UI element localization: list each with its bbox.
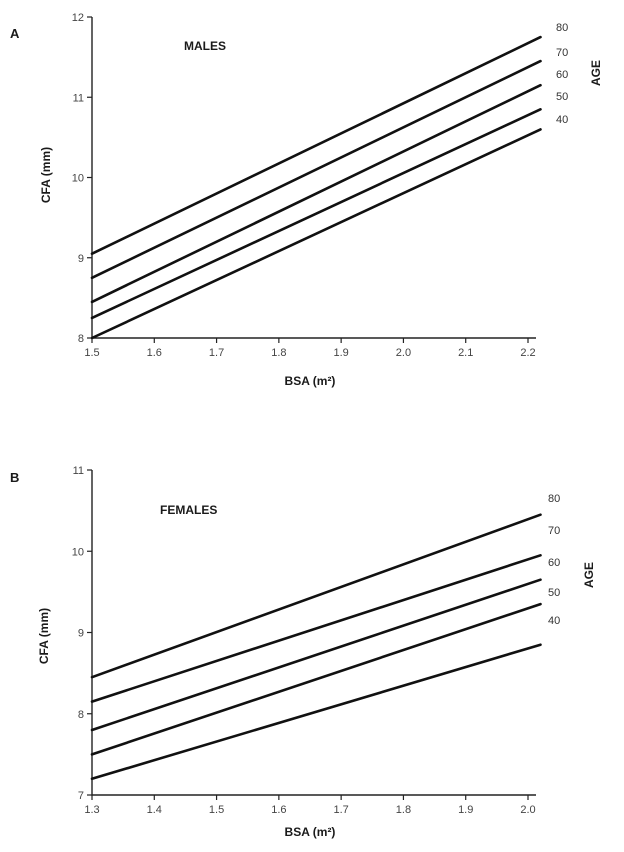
panel-a-group-label: MALES [184,39,226,53]
panel-b-x-tick-label: 1.6 [271,804,286,816]
panel-b-y-tick-label: 10 [72,546,84,558]
panel-a-males: A MALES BSA (m²) CFA (mm) AGE 1.5 1.6 1.7 1… [10,12,603,388]
panel-b-x-tick-label: 1.5 [209,804,224,816]
panel-a-age-label-60: 60 [556,69,568,81]
panel-a-y-tick-label: 12 [72,12,84,24]
panel-b-y-ticks: 7 8 9 10 11 [72,465,92,802]
panel-a-series-age-50 [90,108,542,320]
panel-b-series-age-40 [90,643,542,781]
panel-a-y-tick-label: 9 [78,253,84,265]
panel-a-series-age-80 [90,35,542,255]
panel-a-legend-title: AGE [589,60,603,86]
panel-a-y-tick-label: 8 [78,333,84,345]
panel-b-age-label-70: 70 [548,525,560,537]
panel-b-x-axis-label: BSA (m²) [285,825,336,839]
panel-a-age-label-50: 50 [556,91,568,103]
panel-b-age-label-50: 50 [548,587,560,599]
panel-b-group-label: FEMALES [160,503,217,517]
panel-a-age-labels: 80 70 60 50 40 [556,22,568,126]
panel-a-x-ticks: 1.5 1.6 1.7 1.8 1.9 2.0 2.1 2.2 [84,338,536,359]
panel-b-x-tick-label: 1.4 [147,804,162,816]
panel-a-series-age-40 [90,128,542,340]
panel-b-series-age-50 [90,602,542,756]
panel-b-x-tick-label: 1.8 [396,804,411,816]
panel-b-x-tick-label: 2.0 [520,804,535,816]
panel-a-age-label-40: 40 [556,114,568,126]
panel-b-series [90,513,542,781]
panel-a-x-axis-label: BSA (m²) [285,374,336,388]
panel-b-axis-lines [91,470,536,796]
panel-a-y-ticks: 8 9 10 11 12 [72,12,92,345]
panel-b-series-age-80 [90,513,542,679]
panel-b-x-tick-label: 1.3 [84,804,99,816]
panel-b-y-tick-label: 9 [78,628,84,640]
panel-a-x-tick-label: 1.6 [147,347,162,359]
panel-b-y-tick-label: 7 [78,790,84,802]
panel-a-x-tick-label: 2.1 [458,347,473,359]
panel-a-age-label-70: 70 [556,47,568,59]
panel-a-y-tick-label: 10 [72,173,84,185]
panel-b-age-labels: 80 70 60 50 40 [548,493,560,627]
panel-b-age-label-40: 40 [548,615,560,627]
panel-a-axis-lines [91,17,536,339]
panel-b-legend-title: AGE [582,562,596,588]
panel-b-x-tick-label: 1.9 [458,804,473,816]
panel-a-x-tick-label: 1.9 [333,347,348,359]
panel-b-series-age-70 [90,553,542,703]
panel-b-y-tick-label: 11 [73,465,84,477]
panel-b-females: B FEMALES BSA (m²) CFA (mm) AGE 1.3 1.4 1.… [10,465,596,839]
panel-a-series-age-70 [90,59,542,280]
panel-b-axes [91,470,536,796]
panel-b-label: B [10,470,19,485]
panel-a-x-tick-label: 2.2 [520,347,535,359]
panel-a-x-tick-label: 1.8 [271,347,286,359]
panel-a-x-tick-label: 1.7 [209,347,224,359]
panel-b-age-label-60: 60 [548,557,560,569]
panel-b-y-axis-label: CFA (mm) [37,608,51,664]
panel-b-age-label-80: 80 [548,493,560,505]
panel-b-x-tick-label: 1.7 [333,804,348,816]
panel-a-axes [91,17,536,339]
panel-a-y-tick-label: 11 [73,92,84,104]
panel-b-y-tick-label: 8 [78,709,84,721]
panel-a-x-tick-label: 1.5 [84,347,99,359]
panel-a-age-label-80: 80 [556,22,568,34]
panel-b-series-age-60 [90,578,542,732]
panel-b-x-ticks: 1.3 1.4 1.5 1.6 1.7 1.8 1.9 2.0 [84,795,536,816]
panel-a-x-tick-label: 2.0 [396,347,411,359]
panel-a-series [90,35,542,340]
panel-a-y-axis-label: CFA (mm) [39,147,53,203]
panel-a-label: A [10,26,20,41]
panel-a-series-age-60 [90,83,542,304]
